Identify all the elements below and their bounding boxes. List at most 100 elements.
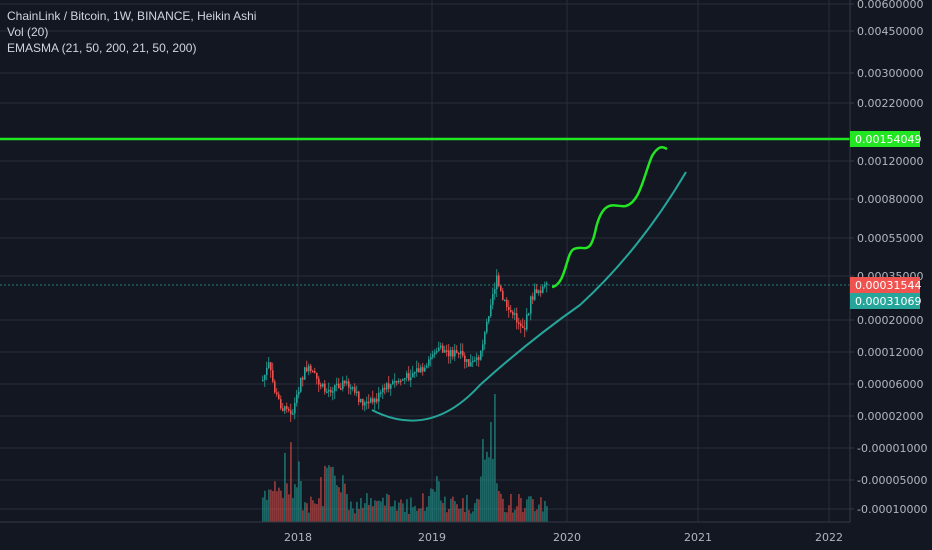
- volume-bar: [394, 500, 396, 522]
- candle-body: [410, 377, 412, 381]
- volume-bar: [276, 491, 278, 522]
- candle-body: [502, 290, 504, 300]
- volume-bar: [454, 501, 456, 522]
- volume-bar: [400, 499, 402, 522]
- candles: [262, 269, 548, 422]
- volume-bar: [460, 508, 462, 522]
- candle-body: [414, 371, 416, 374]
- emasma-indicator-label[interactable]: EMASMA (21, 50, 200, 21, 50, 200): [7, 41, 197, 55]
- candle-body: [544, 284, 546, 287]
- volume-bar: [386, 493, 388, 522]
- volume-bar: [352, 508, 354, 522]
- candle-body: [456, 350, 458, 353]
- volume-bar: [430, 488, 432, 522]
- date-tick-label: 2021: [684, 531, 712, 544]
- price-tick-label: 0.00055000: [857, 232, 923, 245]
- volume-bar: [542, 511, 544, 522]
- date-tick-label: 2020: [553, 531, 581, 544]
- candle-body: [336, 383, 338, 386]
- candle-body: [540, 290, 542, 293]
- candle-body: [286, 406, 288, 409]
- candle-body: [362, 398, 364, 406]
- volume-bar: [274, 481, 276, 522]
- volume-bar: [444, 496, 446, 522]
- volume-bar: [514, 509, 516, 522]
- candle-body: [358, 391, 360, 403]
- volume-bar: [278, 487, 280, 522]
- volume-bars: [262, 394, 548, 522]
- symbol-title[interactable]: ChainLink / Bitcoin, 1W, BINANCE, Heikin…: [7, 9, 257, 23]
- volume-bar: [292, 497, 294, 522]
- volume-bar: [442, 503, 444, 522]
- volume-bar: [360, 497, 362, 522]
- volume-bar: [402, 503, 404, 522]
- candle-body: [428, 359, 430, 366]
- volume-bar: [350, 501, 352, 522]
- volume-bar: [406, 499, 408, 522]
- volume-bar: [498, 491, 500, 522]
- candle-body: [512, 312, 514, 315]
- volume-bar: [328, 465, 330, 522]
- volume-bar: [532, 499, 534, 522]
- drawings[interactable]: [0, 137, 850, 422]
- candle-body: [530, 296, 532, 314]
- candle-body: [344, 380, 346, 384]
- volume-bar: [362, 507, 364, 522]
- volume-bar: [436, 476, 438, 522]
- volume-bar: [462, 498, 464, 522]
- price-tick-label: -0.00001000: [857, 442, 927, 455]
- volume-bar: [522, 511, 524, 522]
- volume-bar: [370, 498, 372, 522]
- candle-body: [538, 290, 540, 294]
- candle-body: [408, 373, 410, 381]
- volume-indicator-label[interactable]: Vol (20): [7, 25, 49, 39]
- volume-bar: [284, 452, 286, 522]
- candle-body: [474, 360, 476, 362]
- candle-body: [466, 359, 468, 362]
- volume-bar: [268, 489, 270, 522]
- price-axis[interactable]: 0.00600000 0.00450000 0.00300000 0.00220000…: [849, 0, 927, 522]
- volume-bar: [530, 496, 532, 522]
- candle-body: [340, 388, 342, 390]
- date-tick-label: 2022: [815, 531, 843, 544]
- volume-bar: [304, 502, 306, 522]
- volume-bar: [534, 511, 536, 522]
- volume-bar: [272, 491, 274, 522]
- volume-bar: [374, 500, 376, 522]
- volume-bar: [294, 484, 296, 522]
- candle-body: [384, 387, 386, 390]
- candle-body: [490, 304, 492, 317]
- candle-body: [536, 289, 538, 294]
- volume-bar: [512, 512, 514, 522]
- volume-bar: [476, 498, 478, 522]
- volume-bar: [388, 494, 390, 522]
- price-tag-label: 0.00031544: [855, 279, 921, 292]
- volume-bar: [544, 500, 546, 522]
- volume-bar: [520, 498, 522, 522]
- candle-body: [424, 367, 426, 372]
- volume-bar: [488, 457, 490, 522]
- volume-bar: [364, 503, 366, 522]
- price-tag: [850, 131, 920, 147]
- candle-body: [448, 350, 450, 357]
- candle-body: [528, 313, 530, 316]
- candle-body: [396, 381, 398, 383]
- volume-bar: [440, 500, 442, 522]
- volume-bar: [416, 510, 418, 522]
- candle-body: [478, 357, 480, 360]
- volume-bar: [384, 505, 386, 522]
- volume-bar: [464, 511, 466, 522]
- price-tick-label: 0.00080000: [857, 193, 923, 206]
- volume-bar: [426, 506, 428, 522]
- price-tick-label: 0.00220000: [857, 97, 923, 110]
- candle-body: [342, 380, 344, 389]
- price-tick-label: -0.00005000: [857, 474, 927, 487]
- volume-bar: [412, 507, 414, 522]
- candle-body: [514, 313, 516, 315]
- volume-bar: [404, 511, 406, 522]
- candle-body: [272, 370, 274, 382]
- time-axis[interactable]: 2018 2019 2020 2021 2022: [0, 521, 850, 544]
- candle-body: [426, 365, 428, 368]
